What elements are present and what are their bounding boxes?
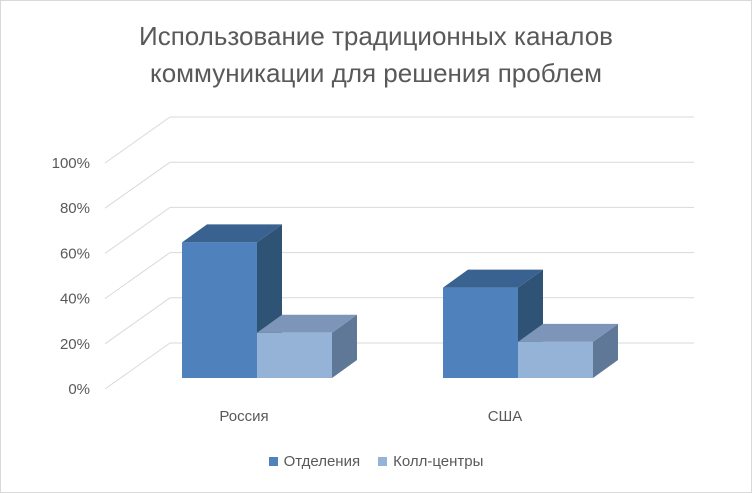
chart-legend: Отделения Колл-центры [0,453,752,470]
bar-top-2-1 [443,269,543,288]
bar-front-1-2 [257,332,332,378]
y-tick-label-0: 0% [68,381,90,398]
legend-item-series-2: Колл-центры [378,453,483,470]
gridline-side-5 [104,116,171,164]
y-tick-label-5: 100% [52,155,90,172]
gridline-side-2 [104,252,171,300]
gridline-side-0 [104,342,171,390]
x-category-label-2: США [488,408,523,425]
x-category-label-1: Россия [219,408,268,425]
bar-side-1-2 [332,314,357,378]
legend-swatch-series-2 [378,457,388,466]
legend-label-series-1: Отделения [283,453,361,470]
chart-title-line-2: коммуникации для решения проблем [150,58,602,88]
bar-front-2-2 [518,341,593,378]
chart-title: Использование традиционных каналов комму… [0,18,752,92]
bar-front-1-1 [182,242,257,378]
legend-swatch-series-1 [268,457,278,466]
bar-front-2-1 [443,287,518,378]
bar-top-1-2 [257,314,357,333]
gridline-side-1 [104,297,171,345]
y-tick-label-1: 20% [60,336,90,353]
legend-item-series-1: Отделения [268,453,361,470]
y-tick-label-4: 80% [60,200,90,217]
bar-side-2-2 [593,323,618,378]
legend-label-series-2: Колл-центры [393,453,484,470]
y-tick-label-3: 60% [60,245,90,262]
chart-title-line-1: Использование традиционных каналов [139,21,613,51]
gridline-side-3 [104,206,171,254]
bar-top-1-1 [182,224,282,243]
bar-top-2-2 [518,323,618,342]
y-tick-label-2: 40% [60,291,90,308]
gridline-side-4 [104,161,171,209]
